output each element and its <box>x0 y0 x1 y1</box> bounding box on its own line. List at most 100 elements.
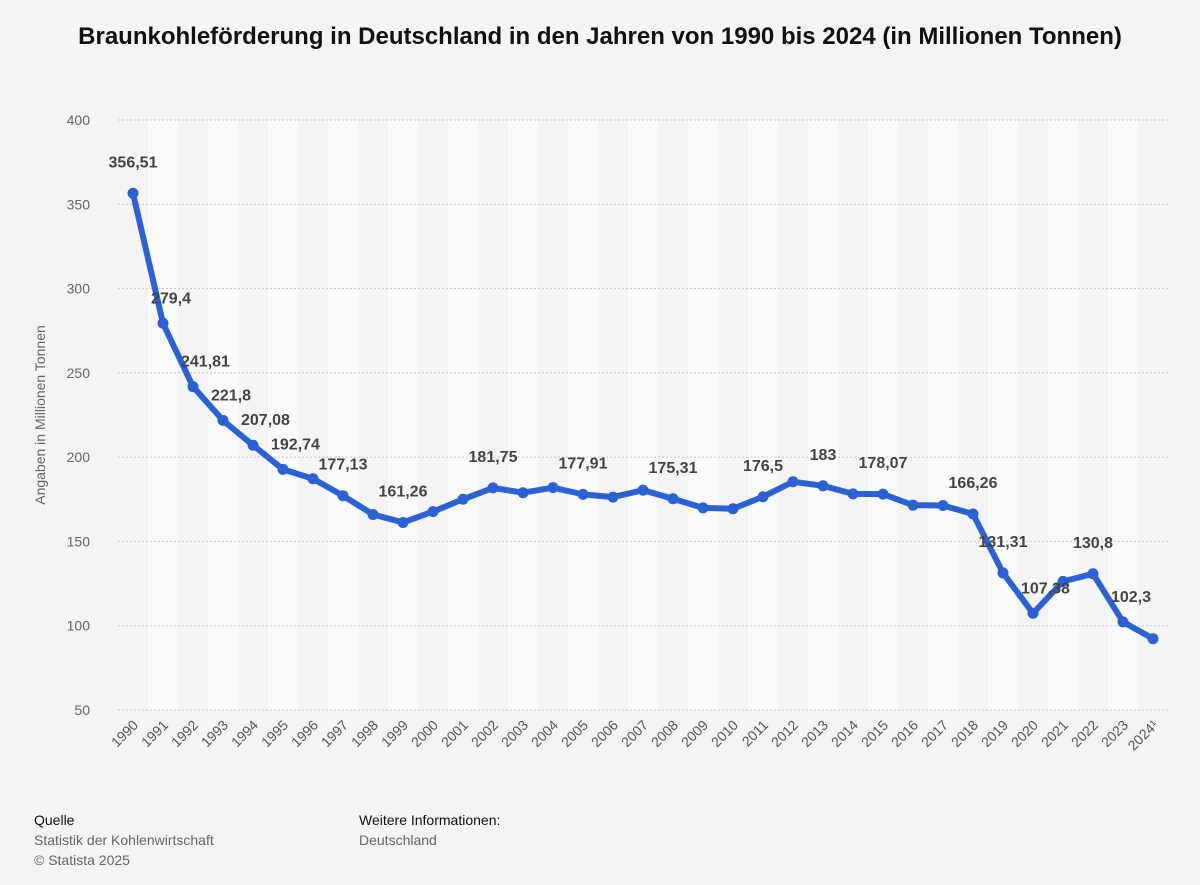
data-label: 221,8 <box>211 387 251 404</box>
data-label: 356,51 <box>109 154 158 171</box>
chart-title: Braunkohleförderung in Deutschland in de… <box>78 23 1122 50</box>
y-tick-label: 300 <box>67 281 91 297</box>
band-1991 <box>148 120 178 710</box>
y-tick-label: 400 <box>67 112 91 128</box>
x-tick-label: 2012 <box>768 717 801 750</box>
x-tick-label: 2024¹ <box>1124 717 1161 754</box>
x-tick-label: 1990 <box>108 717 141 750</box>
data-point-1992 <box>187 381 199 393</box>
data-point-2000 <box>427 506 439 518</box>
x-tick-label: 2018 <box>948 717 981 750</box>
x-tick-label: 1996 <box>288 717 321 750</box>
x-tick-label: 2003 <box>498 717 531 750</box>
data-point-2015 <box>877 488 889 500</box>
data-point-2006 <box>607 491 619 503</box>
data-point-1998 <box>367 508 379 520</box>
data-point-2010 <box>727 503 739 515</box>
x-tick-label: 2009 <box>678 717 711 750</box>
band-1995 <box>268 120 298 710</box>
data-point-1990 <box>127 187 139 199</box>
data-point-2018 <box>967 508 979 520</box>
info-text[interactable]: Deutschland <box>359 832 437 848</box>
x-tick-label: 1992 <box>168 717 201 750</box>
data-point-2008 <box>667 493 679 505</box>
data-point-2024¹ <box>1147 633 1159 645</box>
band-2019 <box>988 120 1018 710</box>
data-point-2004 <box>547 482 559 494</box>
data-point-1991 <box>157 317 169 329</box>
data-point-2020 <box>1027 607 1039 619</box>
x-tick-label: 2005 <box>558 717 591 750</box>
data-point-2022 <box>1087 568 1099 580</box>
data-label: 102,3 <box>1111 589 1151 606</box>
data-label: 130,8 <box>1073 535 1113 552</box>
x-tick-label: 2013 <box>798 717 831 750</box>
data-label: 192,74 <box>271 436 320 453</box>
x-tick-label: 2007 <box>618 717 651 750</box>
x-tick-label: 2004 <box>528 717 561 750</box>
data-point-2019 <box>997 567 1009 579</box>
x-tick-label: 2008 <box>648 717 681 750</box>
data-point-2021 <box>1057 575 1069 587</box>
copyright: © Statista 2025 <box>34 852 130 868</box>
data-point-2005 <box>577 488 589 500</box>
data-label: 176,5 <box>743 458 783 475</box>
data-point-2009 <box>697 502 709 514</box>
background-bands <box>148 120 1138 710</box>
data-label: 183 <box>810 447 837 464</box>
band-2011 <box>748 120 778 710</box>
data-point-1995 <box>277 463 289 475</box>
x-tick-label: 1991 <box>138 717 171 750</box>
x-tick-label: 1999 <box>378 717 411 750</box>
data-point-2012 <box>787 476 799 488</box>
x-tick-label: 1994 <box>228 717 261 750</box>
data-label: 177,13 <box>319 457 368 474</box>
gridlines <box>118 119 1168 711</box>
data-points <box>127 187 1159 645</box>
y-tick-label: 100 <box>67 618 91 634</box>
y-axis-label: Angaben in Millionen Tonnen <box>32 325 48 505</box>
data-point-2002 <box>487 482 499 494</box>
data-point-2014 <box>847 488 859 500</box>
band-2001 <box>448 120 478 710</box>
data-point-2001 <box>457 493 469 505</box>
band-2015 <box>868 120 898 710</box>
y-tick-label: 150 <box>67 533 91 549</box>
y-tick-label: 350 <box>67 196 91 212</box>
source-name[interactable]: Statistik der Kohlenwirtschaft <box>34 832 214 848</box>
x-tick-label: 2019 <box>978 717 1011 750</box>
band-2021 <box>1048 120 1078 710</box>
data-label: 178,07 <box>859 455 908 472</box>
x-tick-label: 2021 <box>1038 717 1071 750</box>
band-2017 <box>928 120 958 710</box>
data-point-2007 <box>637 484 649 496</box>
data-point-2011 <box>757 491 769 503</box>
data-label: 175,31 <box>649 460 698 477</box>
data-label: 241,81 <box>181 354 230 371</box>
x-axis-ticks: 1990199119921993199419951996199719981999… <box>108 717 1162 754</box>
data-point-2013 <box>817 480 829 492</box>
x-tick-label: 2002 <box>468 717 501 750</box>
x-tick-label: 1993 <box>198 717 231 750</box>
x-tick-label: 2020 <box>1008 717 1041 750</box>
x-tick-label: 2015 <box>858 717 891 750</box>
info-block: Weitere Informationen: Deutschland <box>359 810 500 850</box>
band-2013 <box>808 120 838 710</box>
band-2009 <box>688 120 718 710</box>
data-label: 177,91 <box>559 455 608 472</box>
source-heading: Quelle <box>34 812 75 828</box>
info-heading: Weitere Informationen: <box>359 812 501 828</box>
data-point-2003 <box>517 487 529 499</box>
data-point-2016 <box>907 499 919 511</box>
x-tick-label: 2014 <box>828 717 861 750</box>
band-2023 <box>1108 120 1138 710</box>
band-1997 <box>328 120 358 710</box>
data-label: 181,75 <box>469 449 518 466</box>
x-tick-label: 1997 <box>318 717 351 750</box>
data-labels: 356,51 279,4 241,81 221,8 207,08 192,74 177,13… <box>109 154 1152 606</box>
data-point-1993 <box>217 414 229 426</box>
data-label: 161,26 <box>379 483 428 500</box>
x-tick-label: 1998 <box>348 717 381 750</box>
x-tick-label: 2010 <box>708 717 741 750</box>
x-tick-label: 2017 <box>918 717 951 750</box>
